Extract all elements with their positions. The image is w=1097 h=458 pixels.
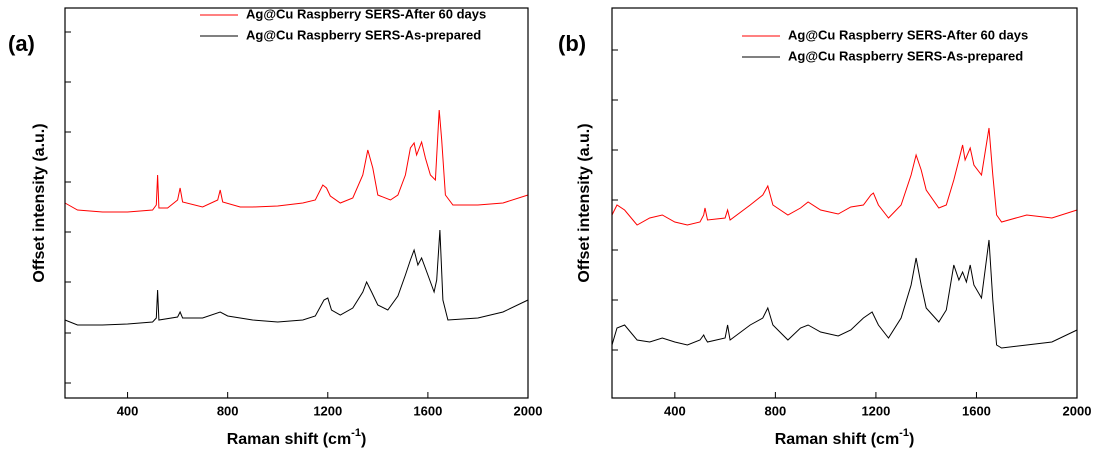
panel: Ag@Cu Raspberry SERS-After 60 days Ag@Cu … bbox=[558, 7, 1092, 448]
spectrum-line bbox=[611, 127, 1078, 226]
y-axis-title: Offset intensity (a.u.) bbox=[576, 123, 593, 282]
spectrum-line bbox=[611, 239, 1078, 349]
x-tick-label: 400 bbox=[664, 403, 686, 418]
x-tick-label: 800 bbox=[765, 403, 787, 418]
x-tick-label: 2000 bbox=[1063, 403, 1092, 418]
panel: Ag@Cu Raspberry SERS-After 60 days Ag@Cu … bbox=[8, 6, 542, 448]
x-tick-label: 800 bbox=[217, 403, 239, 418]
spectrum-line bbox=[64, 109, 529, 213]
legend-label: Ag@Cu Raspberry SERS-After 60 days bbox=[246, 6, 486, 21]
x-axis-title-text: Raman shift (cm bbox=[775, 431, 899, 448]
x-tick-label: 1200 bbox=[313, 403, 342, 418]
panel-label: (a) bbox=[8, 31, 35, 56]
x-axis-title-end: ) bbox=[909, 431, 914, 448]
x-axis-title: Raman shift (cm-1) bbox=[775, 427, 915, 448]
x-axis-title-sup: -1 bbox=[899, 427, 909, 439]
y-axis-title: Offset intensity (a.u.) bbox=[31, 123, 48, 282]
x-tick-label: 1600 bbox=[962, 403, 991, 418]
x-axis-title-text: Raman shift (cm bbox=[227, 431, 351, 448]
panel-label: (b) bbox=[558, 31, 586, 56]
x-tick-label: 400 bbox=[117, 403, 139, 418]
x-tick-label: 2000 bbox=[514, 403, 543, 418]
plot-frame bbox=[611, 7, 1078, 399]
legend-label: Ag@Cu Raspberry SERS-As-prepared bbox=[246, 27, 481, 42]
x-tick-label: 1600 bbox=[413, 403, 442, 418]
legend-label: Ag@Cu Raspberry SERS-After 60 days bbox=[788, 27, 1028, 42]
x-axis-title-end: ) bbox=[361, 431, 366, 448]
x-tick-label: 1200 bbox=[861, 403, 890, 418]
plot-frame bbox=[64, 7, 529, 399]
legend-label: Ag@Cu Raspberry SERS-As-prepared bbox=[788, 48, 1023, 63]
x-axis-title: Raman shift (cm-1) bbox=[227, 427, 367, 448]
x-axis-title-sup: -1 bbox=[351, 427, 361, 439]
spectrum-line bbox=[64, 229, 529, 326]
